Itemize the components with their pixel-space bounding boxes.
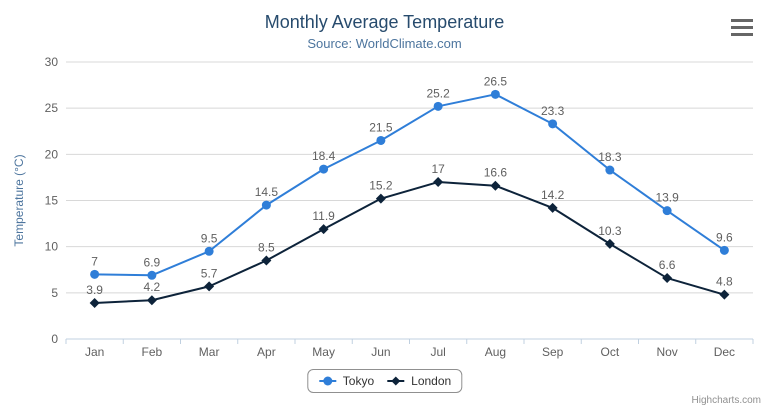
data-label: 9.6 xyxy=(716,230,733,244)
data-label: 3.9 xyxy=(86,283,103,297)
tokyo-point[interactable] xyxy=(490,89,500,99)
london-point[interactable] xyxy=(433,177,444,188)
legend-label-london: London xyxy=(411,374,452,388)
tokyo-point[interactable] xyxy=(90,269,100,279)
y-axis-tick-label: 20 xyxy=(45,147,59,161)
y-axis-tick-label: 25 xyxy=(45,101,59,115)
data-label: 16.6 xyxy=(484,166,508,180)
legend-label-tokyo: Tokyo xyxy=(342,374,375,388)
tokyo-point[interactable] xyxy=(261,200,271,210)
data-label: 26.5 xyxy=(484,74,508,88)
x-axis-label: Sep xyxy=(542,345,564,359)
data-label: 18.3 xyxy=(598,150,622,164)
tokyo-point[interactable] xyxy=(433,101,443,111)
data-label: 6.9 xyxy=(144,255,161,269)
data-label: 4.2 xyxy=(144,280,161,294)
london-point[interactable] xyxy=(89,297,100,308)
london-point[interactable] xyxy=(146,295,157,306)
x-axis-label: Oct xyxy=(601,345,620,359)
london-point[interactable] xyxy=(604,238,615,249)
circle-marker-icon xyxy=(322,376,332,386)
y-axis-tick-label: 5 xyxy=(51,286,58,300)
chart-title: Monthly Average Temperature xyxy=(264,12,505,32)
data-label: 18.4 xyxy=(312,149,336,163)
y-axis-tick-label: 0 xyxy=(51,332,58,346)
x-axis-label: Dec xyxy=(714,345,735,359)
tokyo-point[interactable] xyxy=(147,270,157,280)
diamond-marker-icon xyxy=(391,376,401,386)
y-axis-tick-label: 15 xyxy=(45,194,59,208)
x-axis-label: Apr xyxy=(257,345,276,359)
london-point[interactable] xyxy=(375,193,386,204)
tokyo-point[interactable] xyxy=(662,206,672,216)
data-label: 9.5 xyxy=(201,231,218,245)
x-axis-label: Nov xyxy=(656,345,677,359)
data-label: 15.2 xyxy=(369,179,393,193)
x-axis-label: May xyxy=(312,345,335,359)
london-line xyxy=(93,181,726,304)
data-label: 6.6 xyxy=(659,258,676,272)
legend: Tokyo London xyxy=(306,369,463,393)
london-point[interactable] xyxy=(719,289,730,300)
data-label: 14.5 xyxy=(255,185,279,199)
y-axis-title: Temperature (°C) xyxy=(12,154,26,246)
tokyo-point[interactable] xyxy=(605,165,615,175)
legend-item-tokyo[interactable]: Tokyo xyxy=(318,374,374,388)
data-label: 8.5 xyxy=(258,241,275,255)
legend-item-london[interactable]: London xyxy=(386,374,451,388)
london-point[interactable] xyxy=(547,202,558,213)
london-point[interactable] xyxy=(490,180,501,191)
data-label: 21.5 xyxy=(369,120,393,134)
chart-context-menu-button[interactable] xyxy=(731,19,755,36)
x-axis-label: Jun xyxy=(371,345,390,359)
x-axis-label: Aug xyxy=(485,345,506,359)
data-label: 14.2 xyxy=(541,188,565,202)
data-label: 17 xyxy=(431,162,445,176)
data-label: 13.9 xyxy=(655,191,679,205)
y-axis-tick-label: 10 xyxy=(45,240,59,254)
tokyo-point[interactable] xyxy=(204,246,214,256)
tokyo-point[interactable] xyxy=(319,164,329,174)
london-point[interactable] xyxy=(204,281,215,292)
tokyo-legend-marker xyxy=(318,376,336,386)
london-point[interactable] xyxy=(261,255,272,266)
data-label: 4.8 xyxy=(716,275,733,289)
x-axis-label: Jan xyxy=(85,345,104,359)
chart-subtitle: Source: WorldClimate.com xyxy=(307,36,462,51)
london-point[interactable] xyxy=(662,273,673,284)
tokyo-point[interactable] xyxy=(376,135,386,145)
data-label: 10.3 xyxy=(598,224,622,238)
data-label: 25.2 xyxy=(426,86,450,100)
london-point[interactable] xyxy=(318,224,329,235)
data-label: 23.3 xyxy=(541,104,565,118)
data-label: 5.7 xyxy=(201,266,218,280)
tokyo-point[interactable] xyxy=(719,245,729,255)
tokyo-line xyxy=(93,93,726,277)
x-axis-label: Jul xyxy=(430,345,445,359)
london-legend-marker xyxy=(387,376,405,386)
data-label: 11.9 xyxy=(312,209,335,223)
x-axis-label: Mar xyxy=(199,345,220,359)
tokyo-point[interactable] xyxy=(548,119,558,129)
y-axis-tick-label: 30 xyxy=(45,55,59,69)
data-label: 7 xyxy=(91,254,98,268)
x-axis-label: Feb xyxy=(142,345,163,359)
credits-link[interactable]: Highcharts.com xyxy=(691,395,761,406)
